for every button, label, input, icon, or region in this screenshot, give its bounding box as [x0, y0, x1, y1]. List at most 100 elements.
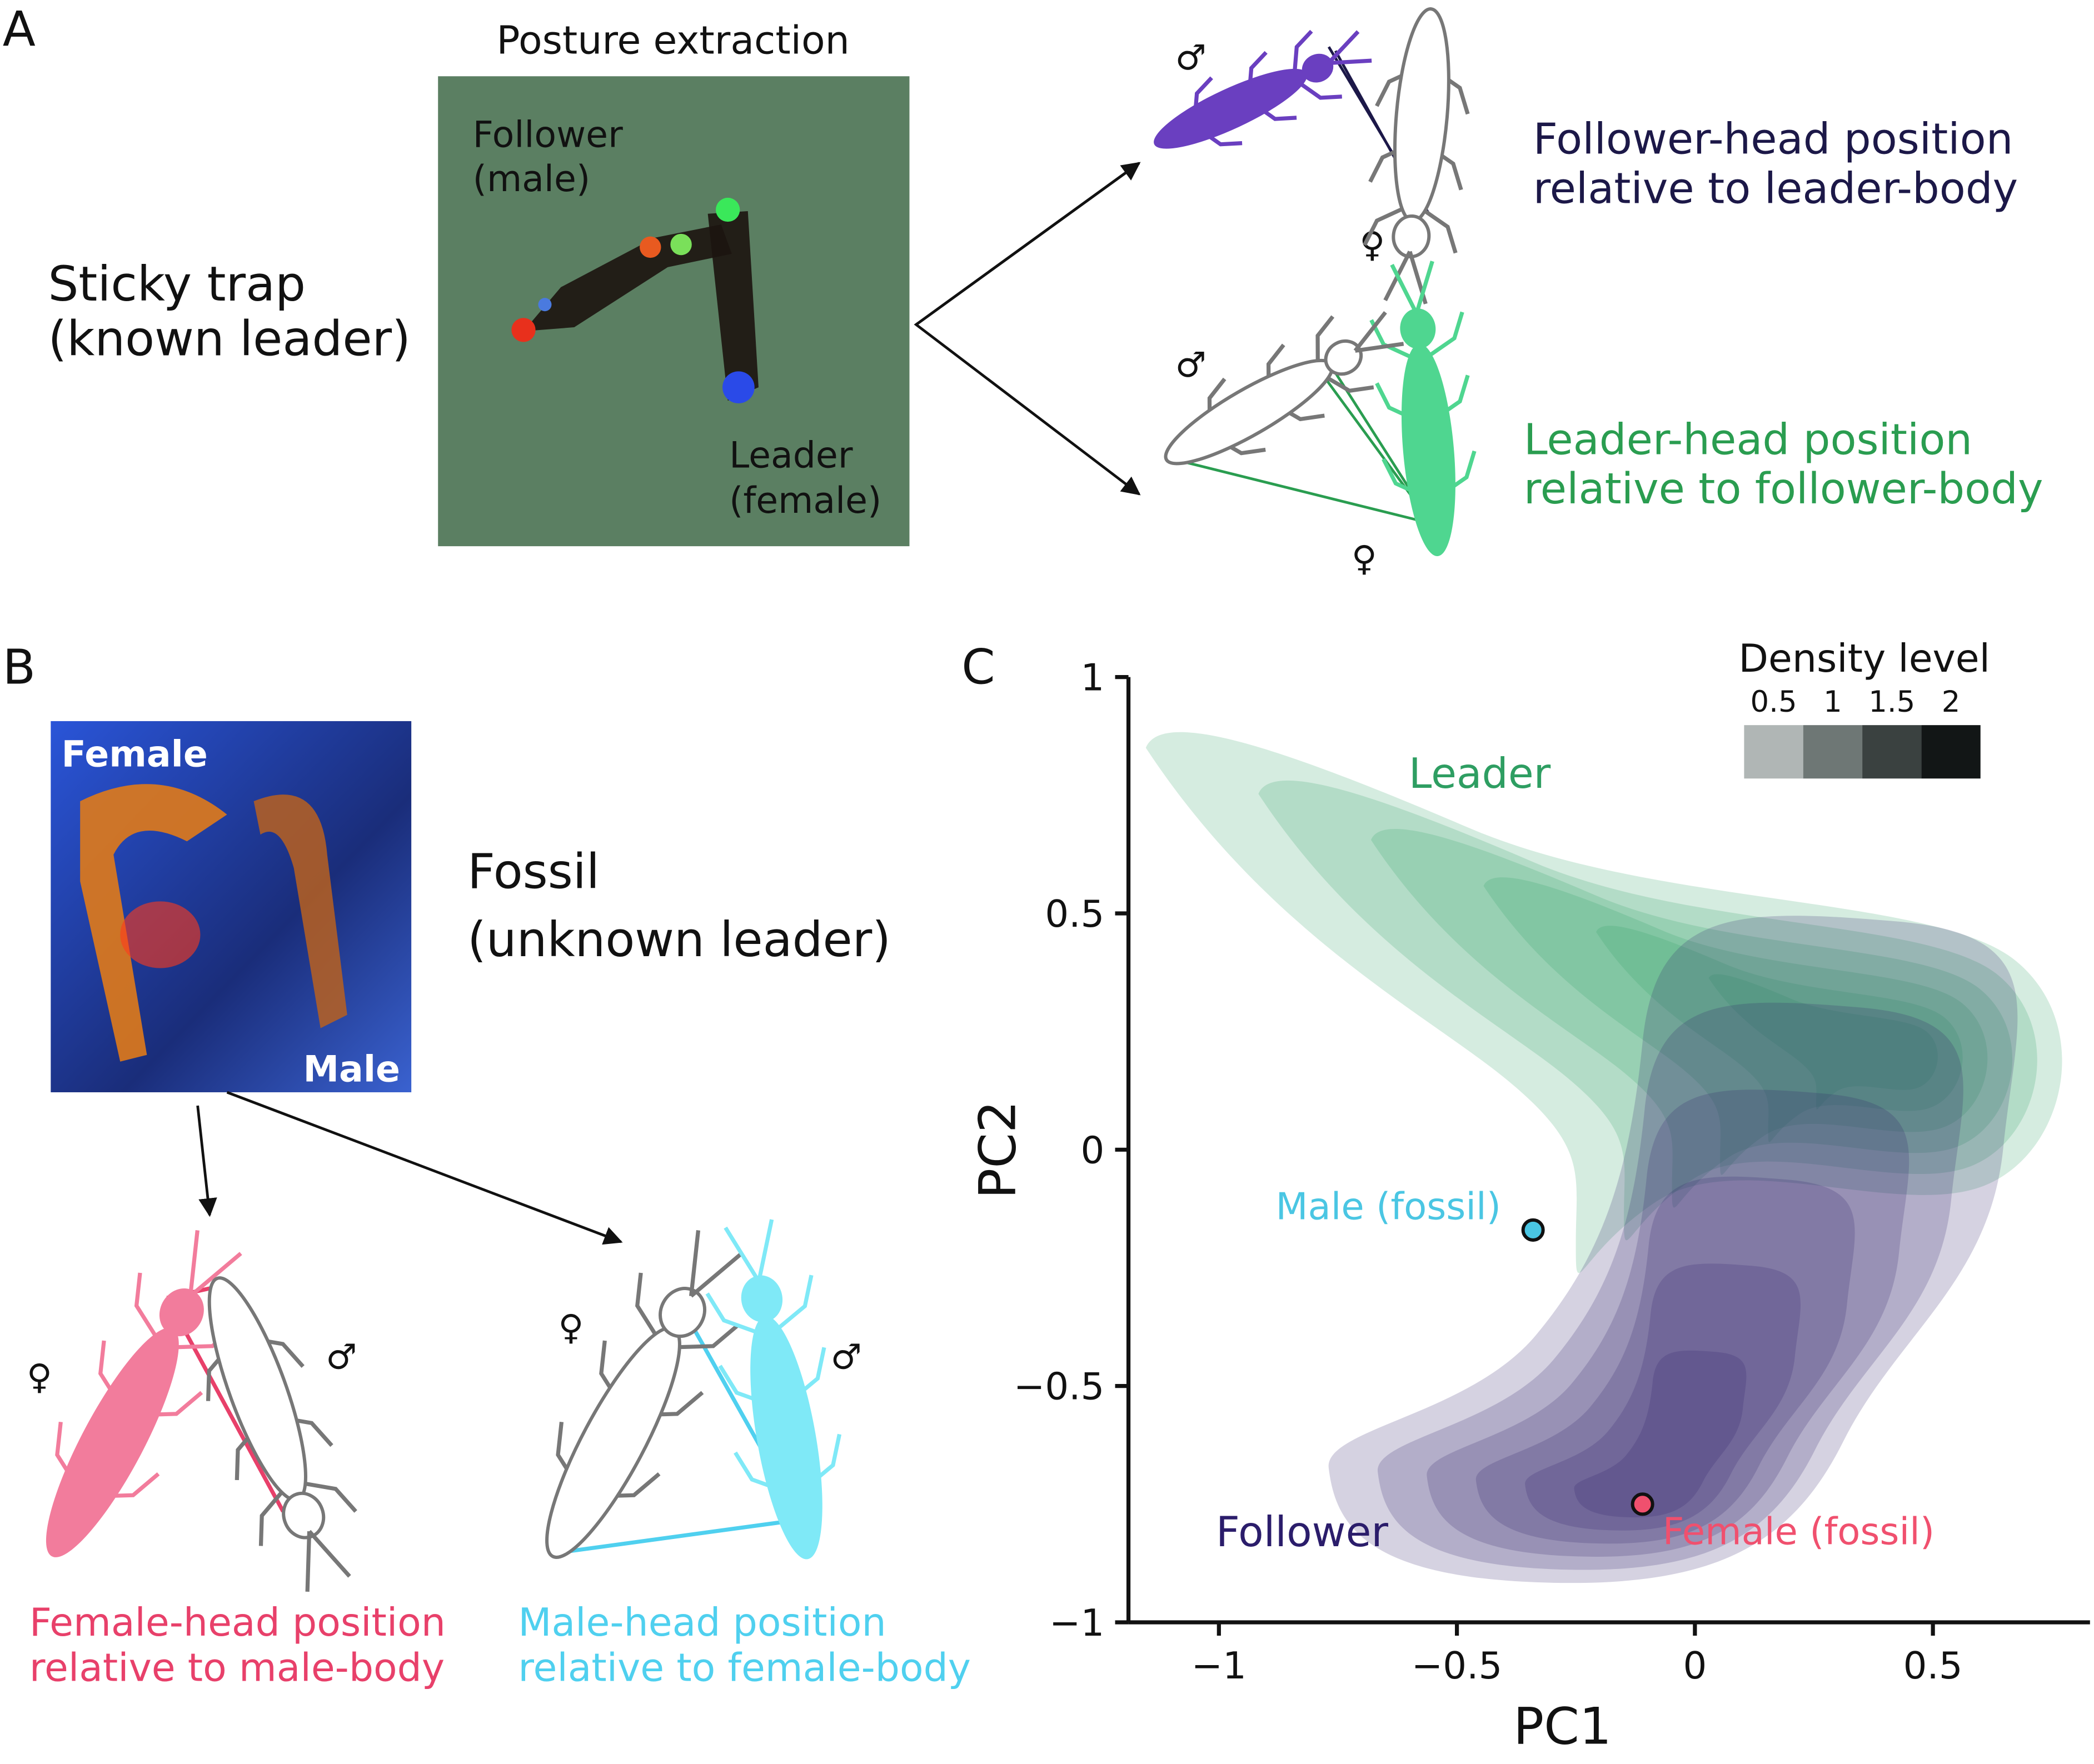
- panel-letter: B: [3, 640, 36, 696]
- sex-symbol: ♂: [831, 1336, 862, 1377]
- insect-head: [659, 1287, 707, 1338]
- insect: [1154, 29, 1372, 149]
- output-caption: relative to follower-body: [1524, 464, 2043, 514]
- x-tick-label: −1: [1191, 1644, 1247, 1687]
- arrow: [226, 1091, 623, 1245]
- insect: [46, 1230, 242, 1557]
- insect-body: [46, 1327, 179, 1557]
- legend-swatch: [1803, 725, 1863, 779]
- density-contour: [1574, 1350, 1747, 1518]
- x-tick-label: 0.5: [1903, 1644, 1963, 1687]
- insect-leg: [705, 1292, 770, 1338]
- insect-body: [1401, 343, 1455, 557]
- insect: [545, 1230, 743, 1559]
- insect-leg: [767, 1275, 814, 1338]
- y-tick-label: −1: [1049, 1601, 1104, 1645]
- photo-label: (female): [729, 480, 881, 522]
- point-label: Male (fossil): [1275, 1185, 1501, 1228]
- panel-letter: A: [3, 2, 36, 57]
- insect-antenna: [724, 1219, 774, 1283]
- y-tick-label: 1: [1081, 656, 1105, 699]
- x-tick-label: 0: [1683, 1644, 1707, 1687]
- insect-antenna: [305, 1530, 351, 1592]
- x-axis-label: PC1: [1513, 1697, 1612, 1756]
- insect-antenna: [188, 1230, 242, 1298]
- legend-level-label: 1.5: [1868, 685, 1915, 719]
- sex-symbol: ♀: [1352, 538, 1377, 578]
- legend-swatch: [1862, 725, 1922, 779]
- insect-body: [207, 1276, 307, 1502]
- insect-head: [159, 1288, 204, 1337]
- insect-body: [1393, 7, 1450, 223]
- density-contour: [1427, 1090, 1909, 1557]
- output-caption: relative to male-body: [29, 1646, 445, 1691]
- condition: (unknown leader): [467, 912, 891, 968]
- x-tick-label: −0.5: [1412, 1644, 1502, 1687]
- insect-head: [741, 1275, 783, 1322]
- output-caption: Follower-head position: [1533, 115, 2013, 164]
- plot: Leader Follower −1 −0.5 0 0.5 −1 −0.5 0 0.5 1 PC1 PC…: [968, 636, 2090, 1756]
- photo-label: (male): [473, 158, 591, 200]
- photo-label: Male: [303, 1049, 400, 1091]
- density-contour: [1596, 926, 1963, 1142]
- arrow: [914, 162, 1141, 496]
- panel-title: Posture extraction: [496, 18, 849, 63]
- output-caption: relative to female-body: [518, 1646, 971, 1691]
- photo-label: Female: [62, 734, 208, 776]
- legend-level-label: 1: [1823, 685, 1842, 719]
- insect: [206, 1276, 357, 1592]
- fossil-insects: [80, 784, 347, 1062]
- insect: [1164, 311, 1404, 466]
- condition: Fossil: [467, 844, 600, 900]
- output-caption: relative to leader-body: [1533, 164, 2018, 214]
- insect-head: [1400, 308, 1436, 349]
- insect-antenna: [689, 1230, 743, 1298]
- photo-label: Leader: [729, 434, 853, 476]
- trap-photo: [438, 76, 910, 547]
- condition: (known leader): [48, 311, 411, 367]
- sex-symbol: ♂: [326, 1336, 357, 1377]
- insect-body: [1154, 68, 1308, 149]
- insect-body: [750, 1316, 822, 1560]
- insect-head: [282, 1491, 326, 1540]
- output-caption: Female-head position: [29, 1600, 446, 1645]
- sex-symbol: ♀: [27, 1356, 52, 1397]
- legend-swatch: [1744, 725, 1803, 779]
- legend-title: Density level: [1738, 636, 1990, 681]
- density-contour: [1145, 732, 2062, 1273]
- output-caption: Male-head position: [518, 1600, 886, 1645]
- density-contour: [1258, 780, 2037, 1241]
- legend-level-label: 2: [1942, 685, 1961, 719]
- fossil-point: [1521, 1218, 1545, 1242]
- insect: [705, 1219, 842, 1560]
- density-contour: [1475, 1176, 1855, 1544]
- photo-insects: [511, 197, 759, 404]
- panel-letter: C: [961, 640, 995, 696]
- sex-symbol: ♂: [1175, 37, 1206, 78]
- point-label: Female (fossil): [1663, 1510, 1935, 1553]
- y-axis-label: PC2: [968, 1101, 1027, 1199]
- insect-antenna: [1390, 261, 1434, 314]
- output-caption: Leader-head position: [1524, 415, 1972, 464]
- insect-leg: [1293, 77, 1342, 100]
- sex-symbol: ♀: [558, 1307, 584, 1348]
- series-label: Leader: [1409, 749, 1551, 798]
- insect: [1363, 7, 1470, 304]
- insect-head: [1302, 53, 1334, 83]
- condition: Sticky trap: [48, 257, 306, 312]
- insect-body: [545, 1326, 681, 1559]
- density-contour: [1370, 829, 2013, 1208]
- insect-antenna: [1327, 30, 1372, 66]
- insect-leg: [1419, 311, 1464, 363]
- legend-swatch: [1921, 725, 1981, 779]
- arrow: [196, 1105, 217, 1217]
- y-tick-label: 0: [1081, 1128, 1105, 1172]
- insect-antenna: [1353, 311, 1404, 353]
- insect: [1369, 261, 1477, 557]
- density-contour: [1708, 974, 1938, 1110]
- density-contour: [1378, 1002, 1963, 1570]
- insect-leg: [1292, 29, 1313, 79]
- sex-symbol: ♂: [1175, 344, 1206, 385]
